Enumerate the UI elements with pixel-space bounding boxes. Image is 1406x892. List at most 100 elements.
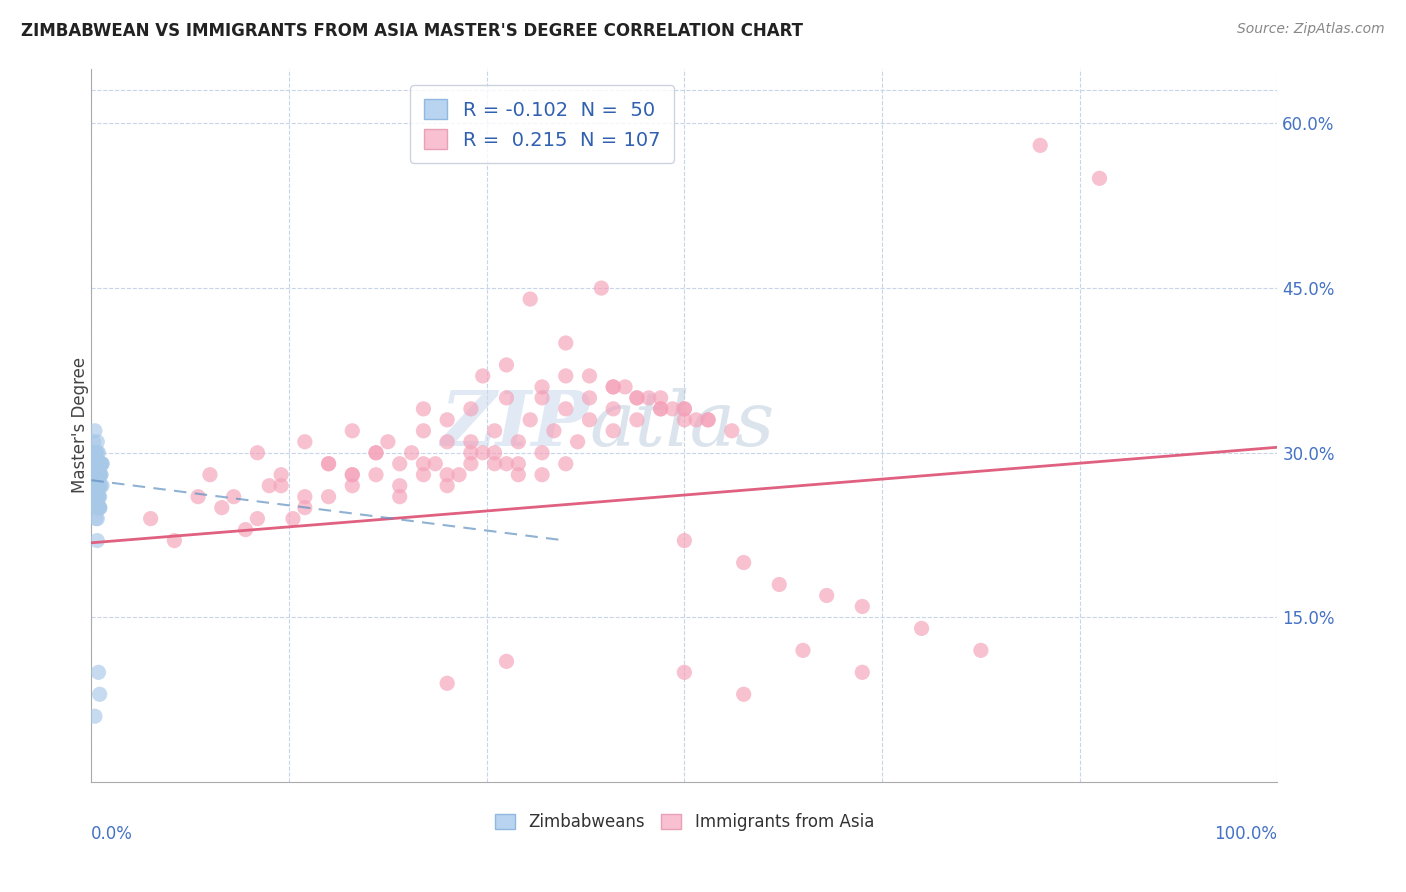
Point [86, 490, 108, 504]
Point [531, 391, 554, 405]
Point [87, 446, 110, 460]
Point [84, 709, 107, 723]
Point [554, 457, 576, 471]
Point [84, 500, 107, 515]
Text: ZIMBABWEAN VS IMMIGRANTS FROM ASIA MASTER'S DEGREE CORRELATION CHART: ZIMBABWEAN VS IMMIGRANTS FROM ASIA MASTE… [21, 22, 803, 40]
Point [90, 467, 112, 482]
Point [281, 511, 304, 525]
Point [89, 500, 111, 515]
Point [86, 511, 108, 525]
Point [89, 479, 111, 493]
Point [222, 490, 245, 504]
Point [508, 434, 530, 449]
Text: atlas: atlas [589, 388, 775, 462]
Point [84, 479, 107, 493]
Point [91, 457, 114, 471]
Point [673, 413, 696, 427]
Point [602, 380, 624, 394]
Point [460, 446, 482, 460]
Point [83, 479, 105, 493]
Point [84, 457, 107, 471]
Point [554, 336, 576, 351]
Point [318, 490, 340, 504]
Point [377, 434, 399, 449]
Point [84, 479, 107, 493]
Point [531, 446, 554, 460]
Point [495, 654, 517, 668]
Y-axis label: Master's Degree: Master's Degree [72, 358, 89, 493]
Point [733, 687, 755, 701]
Point [84, 424, 107, 438]
Point [412, 424, 434, 438]
Point [86, 434, 108, 449]
Point [460, 434, 482, 449]
Point [614, 380, 637, 394]
Point [554, 401, 576, 416]
Point [697, 413, 720, 427]
Point [318, 457, 340, 471]
Point [84, 467, 107, 482]
Point [86, 533, 108, 548]
Point [342, 424, 364, 438]
Point [89, 467, 111, 482]
Point [90, 479, 112, 493]
Point [364, 446, 387, 460]
Point [733, 556, 755, 570]
Point [294, 434, 316, 449]
Point [211, 500, 233, 515]
Point [388, 490, 411, 504]
Point [86, 500, 108, 515]
Point [87, 490, 110, 504]
Point [460, 457, 482, 471]
Point [294, 490, 316, 504]
Point [87, 665, 110, 680]
Point [401, 446, 423, 460]
Point [637, 391, 659, 405]
Point [673, 401, 696, 416]
Point [697, 413, 720, 427]
Point [89, 490, 111, 504]
Point [163, 533, 186, 548]
Point [626, 413, 648, 427]
Point [673, 533, 696, 548]
Point [89, 500, 111, 515]
Point [508, 467, 530, 482]
Point [86, 490, 108, 504]
Point [425, 457, 447, 471]
Point [910, 621, 932, 635]
Point [447, 467, 470, 482]
Point [484, 446, 506, 460]
Point [187, 490, 209, 504]
Point [531, 380, 554, 394]
Point [84, 467, 107, 482]
Point [970, 643, 993, 657]
Point [650, 401, 672, 416]
Text: 100.0%: 100.0% [1215, 825, 1278, 843]
Point [246, 446, 269, 460]
Point [591, 281, 613, 295]
Point [495, 358, 517, 372]
Point [412, 467, 434, 482]
Point [519, 413, 541, 427]
Point [661, 401, 683, 416]
Point [543, 424, 565, 438]
Point [90, 457, 112, 471]
Point [90, 467, 112, 482]
Point [83, 434, 105, 449]
Point [84, 446, 107, 460]
Point [412, 457, 434, 471]
Point [531, 467, 554, 482]
Point [484, 424, 506, 438]
Point [519, 292, 541, 306]
Point [87, 500, 110, 515]
Point [412, 401, 434, 416]
Point [578, 391, 600, 405]
Point [602, 401, 624, 416]
Point [87, 490, 110, 504]
Point [84, 446, 107, 460]
Point [87, 479, 110, 493]
Point [89, 687, 111, 701]
Point [436, 676, 458, 690]
Point [1088, 171, 1111, 186]
Point [567, 434, 589, 449]
